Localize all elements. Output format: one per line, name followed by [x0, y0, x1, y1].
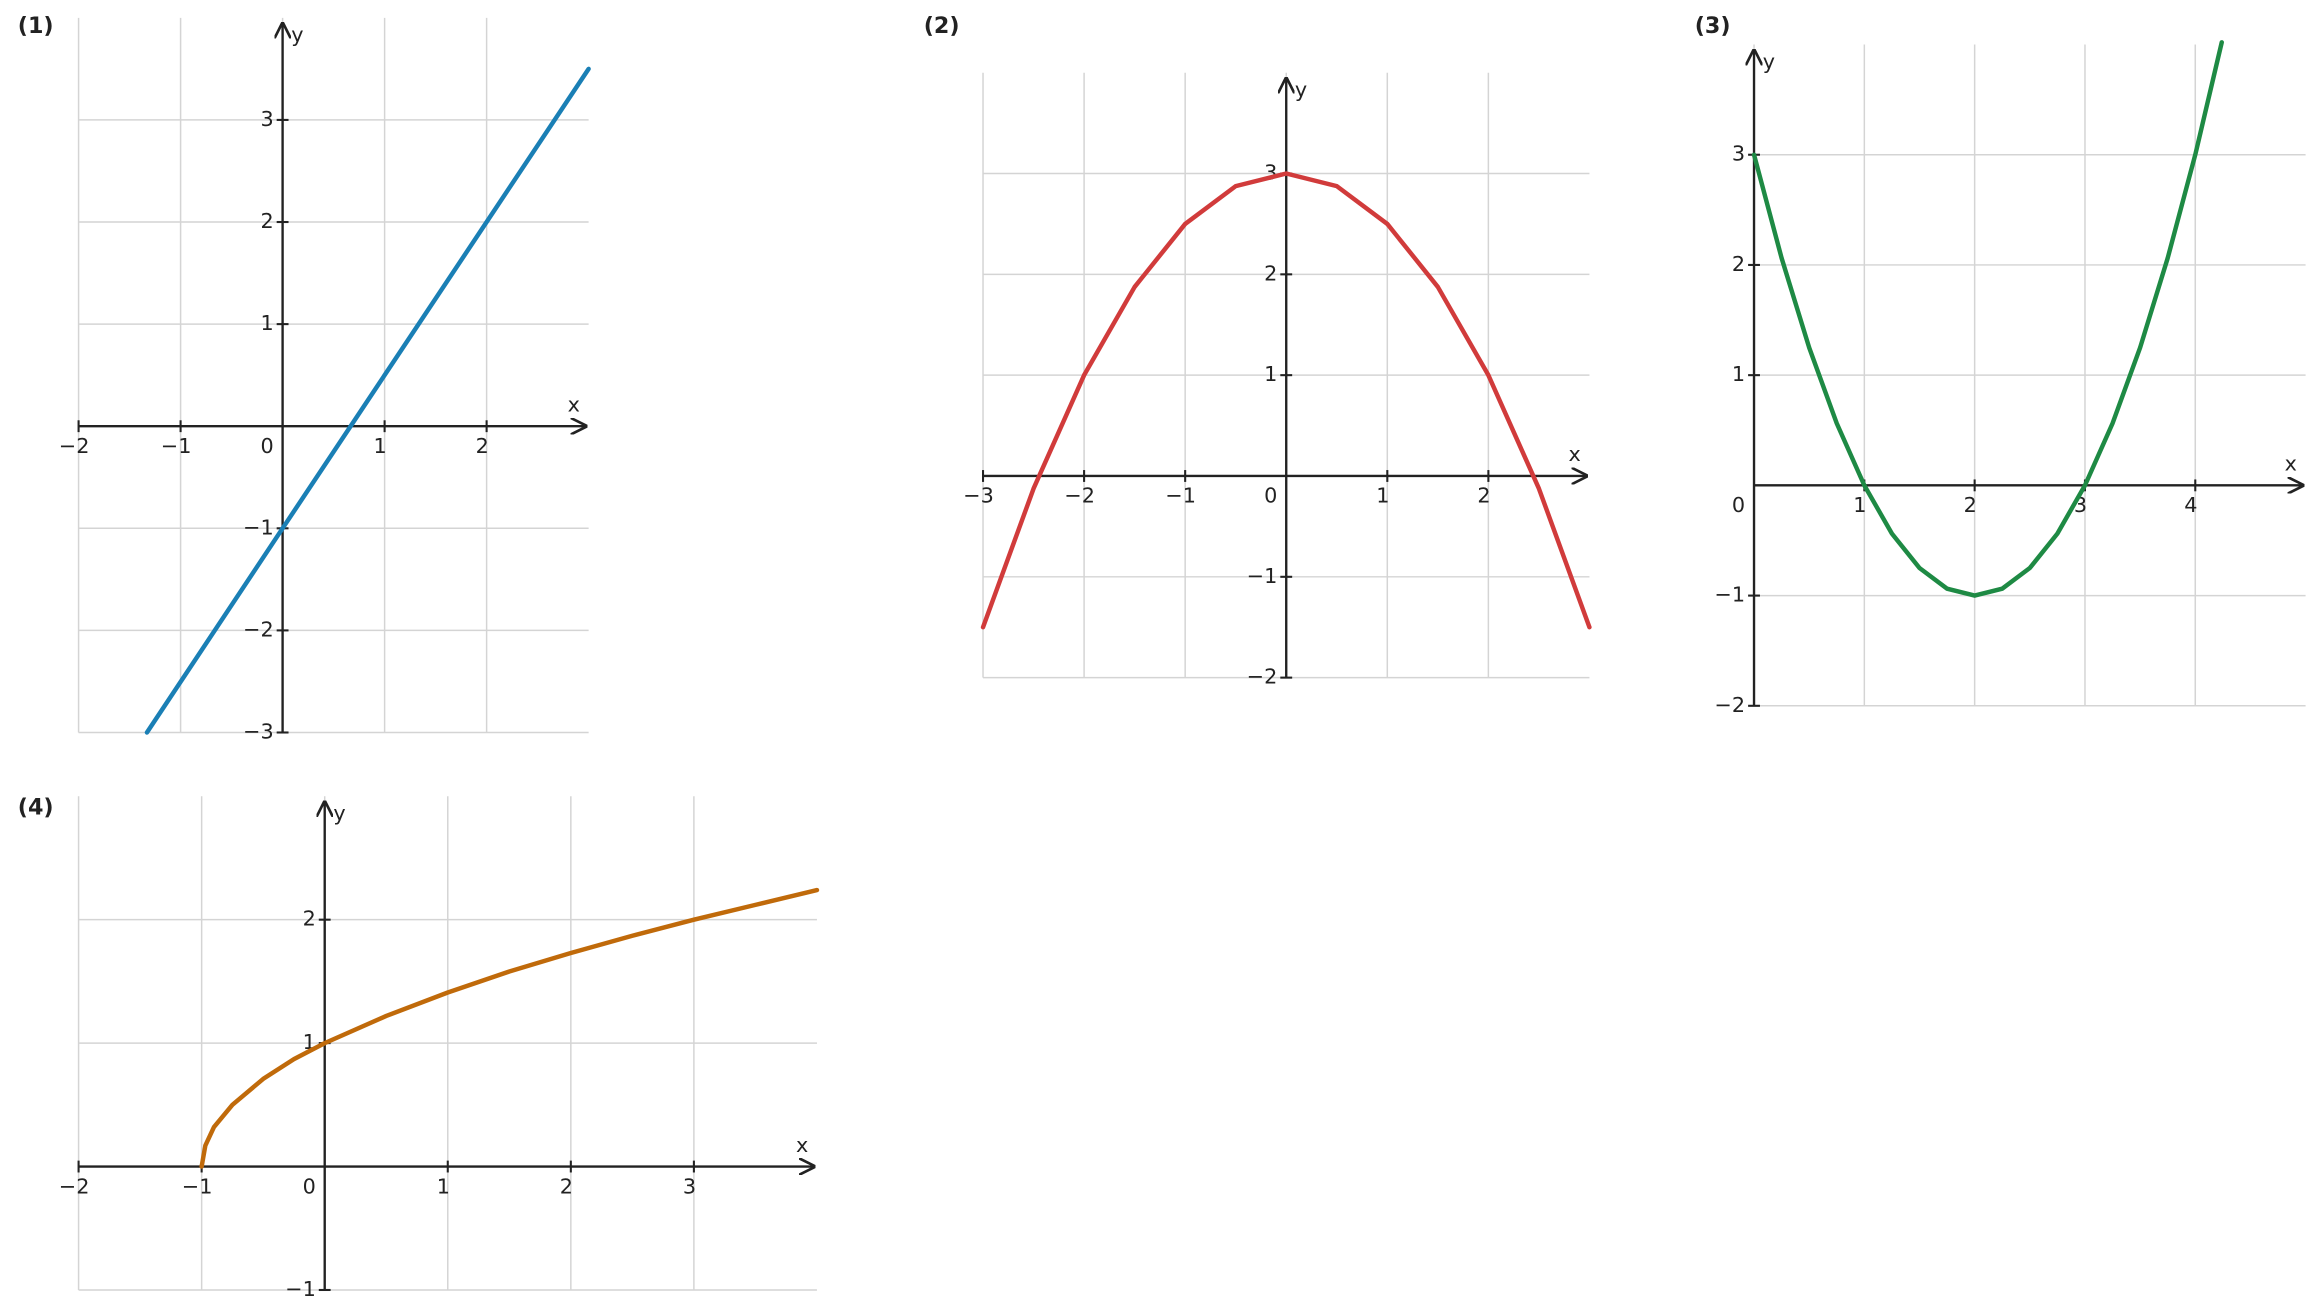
y-tick-label: 2	[1264, 261, 1277, 285]
x-tick-label: 1	[1376, 484, 1389, 508]
x-tick-label: 1	[437, 1174, 450, 1198]
y-tick-label: 2	[261, 209, 274, 233]
y-axis-label: y	[1295, 77, 1307, 101]
x-tick-label: −1	[1165, 484, 1196, 508]
x-tick-label: 0	[303, 1174, 316, 1198]
panel-label: (4)	[18, 795, 54, 821]
function-curve	[199, 887, 820, 1169]
y-axis-label: y	[291, 23, 303, 47]
function-curve	[980, 171, 1592, 630]
y-axis-label: y	[1763, 49, 1775, 73]
y-tick-label: 3	[1732, 142, 1745, 166]
x-tick-label: 0	[1732, 493, 1745, 517]
x-tick-label: 0	[261, 434, 274, 458]
function-curve	[144, 66, 591, 735]
y-tick-label: 1	[261, 311, 274, 335]
x-axis-label: x	[1568, 442, 1580, 466]
x-tick-label: 1	[1853, 493, 1866, 517]
panel-label: (3)	[1695, 13, 1731, 39]
y-tick-label: −2	[1715, 693, 1746, 717]
y-tick-label: −1	[285, 1277, 316, 1301]
function-curve	[1751, 40, 2224, 598]
x-tick-label: 2	[1964, 493, 1977, 517]
y-tick-label: 2	[303, 907, 316, 931]
y-tick-label: −1	[1715, 583, 1746, 607]
y-tick-label: 1	[1264, 362, 1277, 386]
x-axis-label: x	[568, 392, 580, 416]
x-tick-label: −3	[963, 484, 994, 508]
x-axis-label: x	[2285, 452, 2297, 476]
x-tick-label: 1	[374, 434, 387, 458]
x-tick-label: 3	[683, 1174, 696, 1198]
y-tick-label: 3	[261, 107, 274, 131]
x-tick-label: 0	[1264, 484, 1277, 508]
y-tick-label: 3	[1264, 161, 1277, 185]
y-axis-label: y	[333, 801, 345, 825]
x-tick-label: 2	[560, 1174, 573, 1198]
x-tick-label: −2	[59, 1174, 90, 1198]
x-tick-label: 2	[476, 434, 489, 458]
y-tick-label: 2	[1732, 252, 1745, 276]
x-tick-label: −2	[1064, 484, 1095, 508]
y-tick-label: −3	[243, 719, 274, 743]
y-tick-label: −1	[243, 515, 274, 539]
y-tick-label: 1	[1732, 362, 1745, 386]
x-tick-label: −1	[161, 434, 192, 458]
y-tick-label: −2	[1247, 665, 1278, 689]
x-tick-label: −1	[182, 1174, 213, 1198]
y-tick-label: −1	[1247, 564, 1278, 588]
panel-label: (1)	[18, 13, 54, 39]
x-tick-label: 2	[1477, 484, 1490, 508]
panel-label: (2)	[924, 13, 960, 39]
y-tick-label: −2	[243, 617, 274, 641]
x-tick-label: −2	[59, 434, 90, 458]
x-tick-label: 4	[2184, 493, 2197, 517]
x-axis-label: x	[796, 1133, 808, 1157]
